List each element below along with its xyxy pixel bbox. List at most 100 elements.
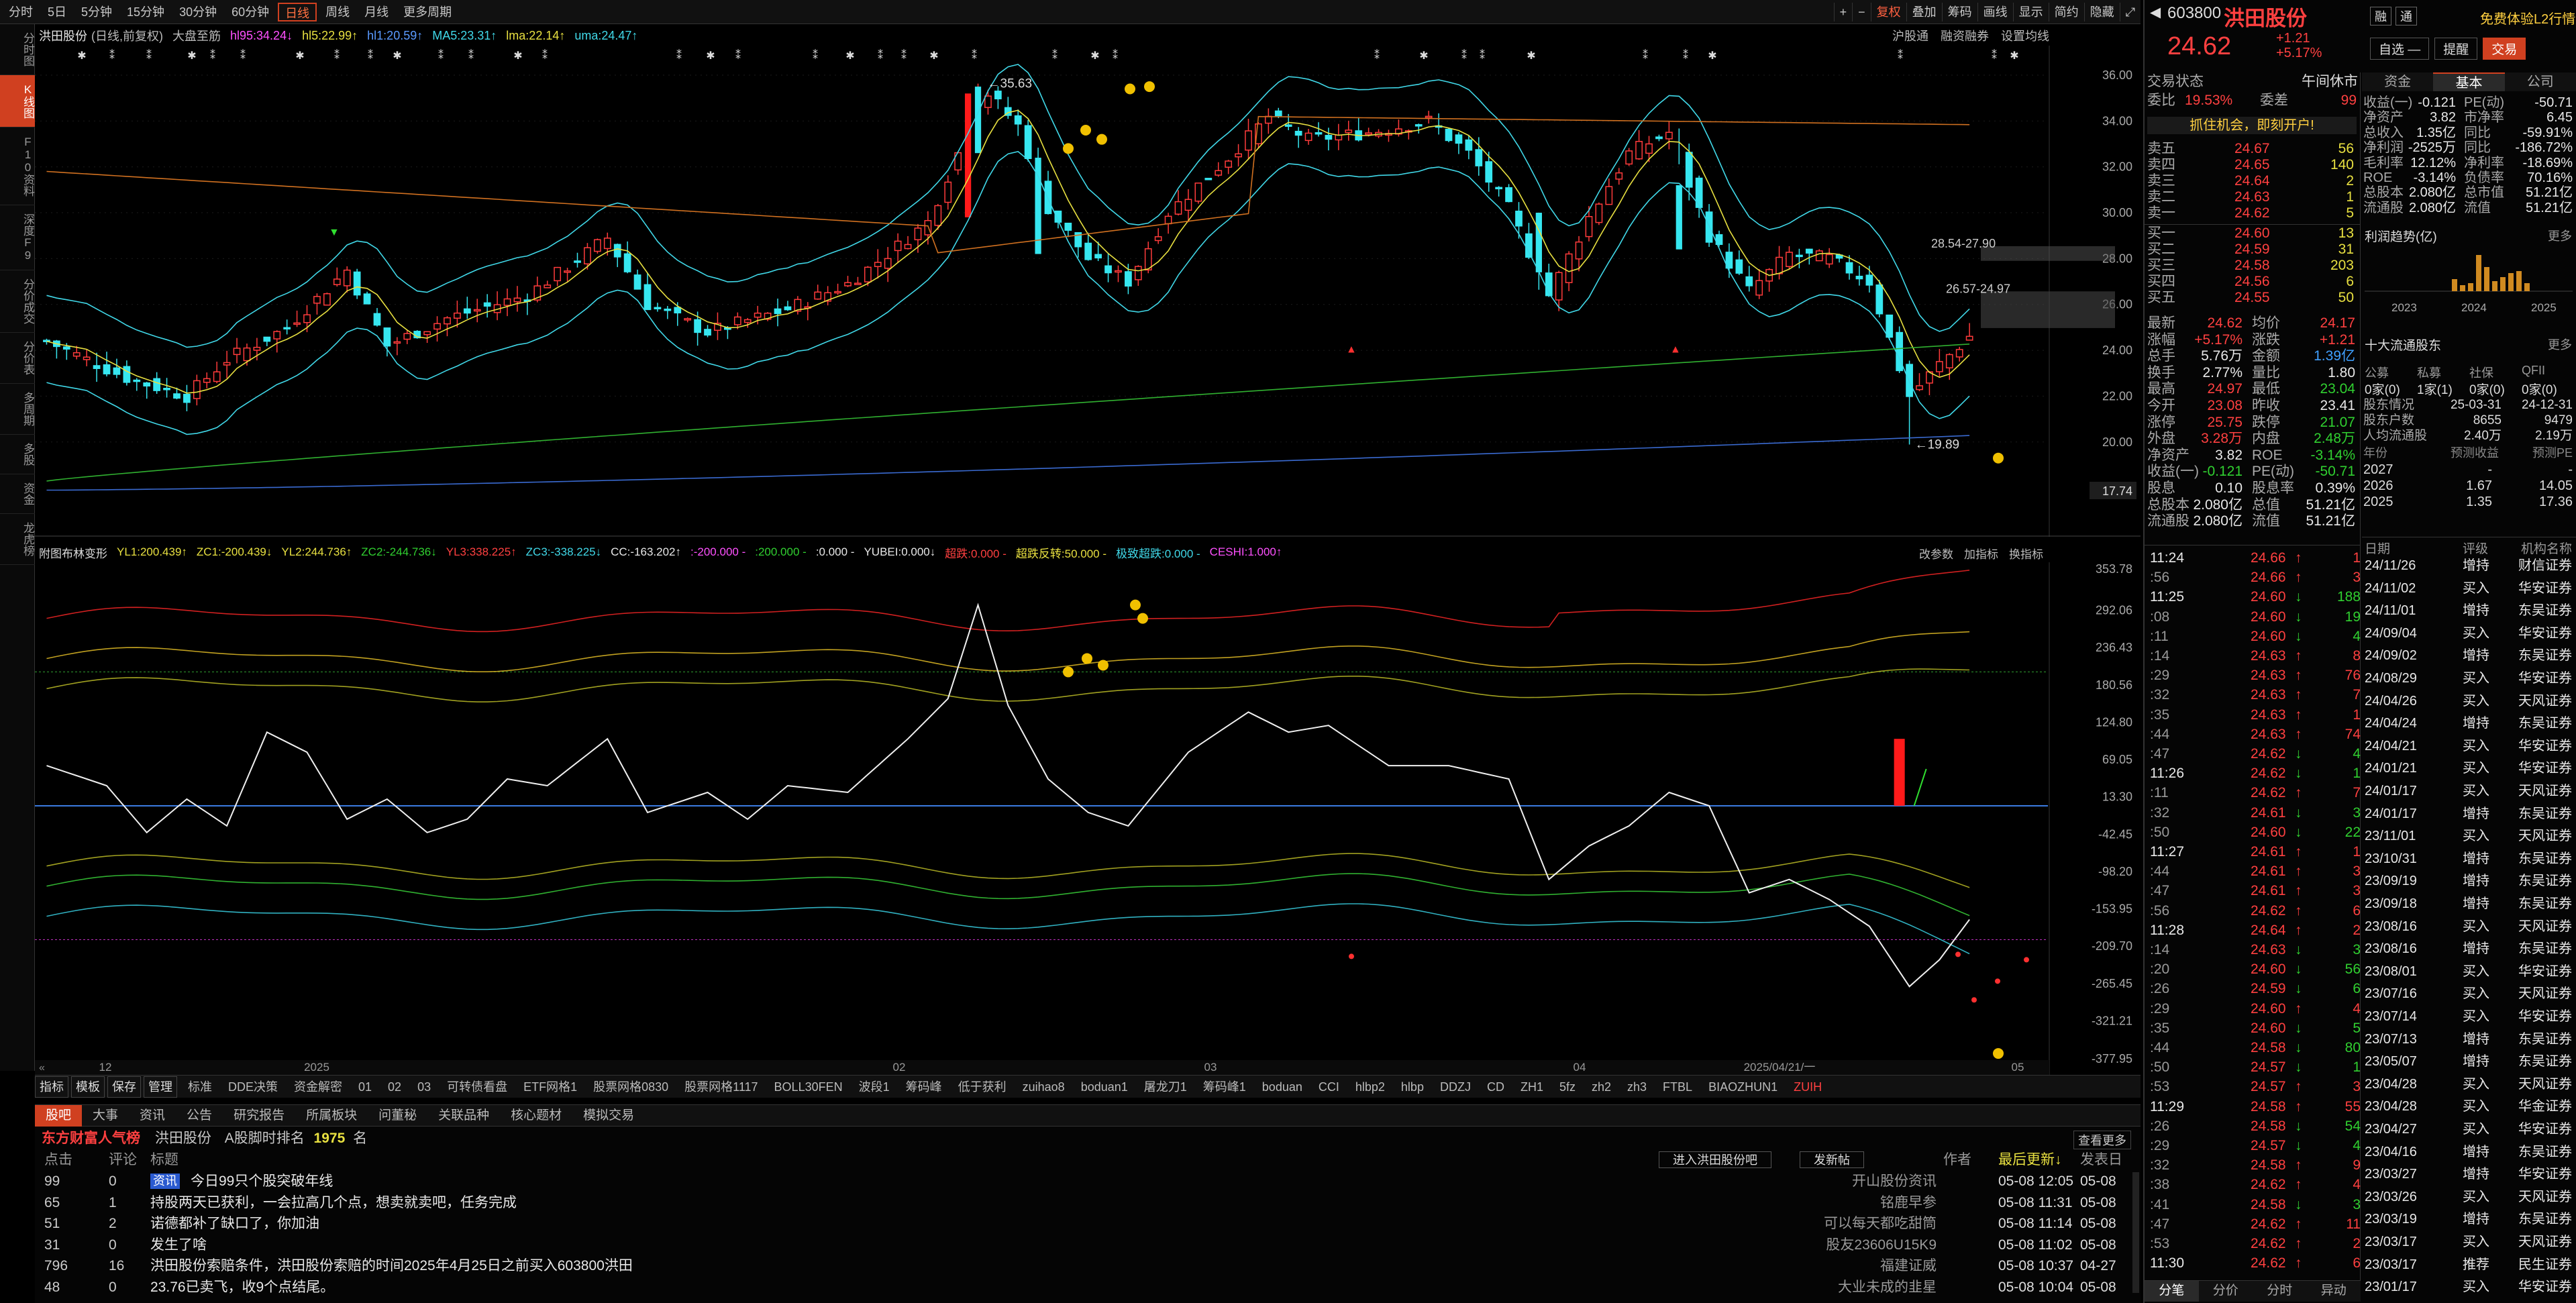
- left-nav-item-6[interactable]: 多周期: [0, 384, 35, 435]
- period-tab-7[interactable]: 周线: [325, 5, 350, 19]
- sub-indicator-chart[interactable]: 353.78 292.06 236.43 180.56 124.80 69.05 13.30…: [35, 562, 2141, 1075]
- fund-tab-2[interactable]: 公司: [2504, 72, 2576, 91]
- news-tab-7[interactable]: 关联品种: [438, 1108, 490, 1123]
- left-nav-item-4[interactable]: 分价成交: [0, 270, 35, 333]
- new-post-button[interactable]: 发新帖: [1800, 1151, 1864, 1168]
- period-tab-3[interactable]: 15分钟: [127, 5, 165, 19]
- holder-tab-2[interactable]: 社保: [2469, 366, 2493, 380]
- tick-tab-1[interactable]: 分价: [2212, 1284, 2238, 1298]
- news-author[interactable]: 股友23606U15K9: [1826, 1237, 1937, 1253]
- news-tab-3[interactable]: 公告: [187, 1108, 213, 1123]
- extra-label[interactable]: 大盘至筋: [172, 30, 221, 43]
- indicator-tab-29[interactable]: 5fz: [1559, 1080, 1576, 1094]
- indicator-tab-6[interactable]: 资金解密: [294, 1080, 343, 1094]
- indicator-tab-26[interactable]: DDZJ: [1439, 1080, 1471, 1094]
- left-nav-item-7[interactable]: 多股: [0, 435, 35, 474]
- quote-tool-2[interactable]: 交易: [2483, 38, 2526, 60]
- news-title[interactable]: 诺德都补了缺口了，你加油: [150, 1216, 319, 1231]
- indicator-tab-28[interactable]: ZH1: [1520, 1080, 1543, 1094]
- left-nav-item-5[interactable]: 分价表: [0, 333, 35, 384]
- news-row[interactable]: 48 0 23.76已卖飞，收9个点结尾。 大业未成的韭星 05-08 10:04 05-…: [35, 1277, 2141, 1298]
- indicator-tab-10[interactable]: 可转债看盘: [447, 1080, 508, 1094]
- news-row[interactable]: 99 0 资讯 今日99只个股突破年线 开山股份资讯 05-08 12:05 05-08: [35, 1171, 2141, 1192]
- news-author[interactable]: 开山股份资讯: [1852, 1174, 1937, 1189]
- news-author[interactable]: 大业未成的韭星: [1838, 1279, 1937, 1295]
- news-row[interactable]: 796 16 洪田股份索赔条件，洪田股份索赔的时间2025年4月25日之前买入603…: [35, 1255, 2141, 1276]
- chart-tool-0[interactable]: 复权: [1870, 2, 1906, 21]
- indicator-tab-25[interactable]: hlbp: [1400, 1080, 1424, 1094]
- indicator-tab-34[interactable]: ZUIH: [1794, 1080, 1822, 1094]
- news-row[interactable]: 65 1 持股两天已获利，一会拉高几个点，想卖就卖吧，任务完成 铭鹿早参 05-08 1…: [35, 1192, 2141, 1213]
- period-tab-0[interactable]: 分时: [9, 5, 33, 19]
- indicator-tab-32[interactable]: FTBL: [1663, 1080, 1693, 1094]
- chart-tool-5[interactable]: 简约: [2048, 2, 2084, 21]
- indicator-tab-30[interactable]: zh2: [1591, 1080, 1612, 1094]
- fund-tab-0[interactable]: 资金: [2362, 72, 2434, 91]
- left-nav-item-1[interactable]: K线图: [0, 75, 35, 127]
- news-author[interactable]: 可以每天都吃甜筒: [1824, 1216, 1937, 1231]
- news-tab-1[interactable]: 大事: [93, 1108, 119, 1123]
- bid-level[interactable]: 买二 24.59 31: [2147, 242, 2361, 258]
- chart-tool-1[interactable]: 叠加: [1906, 2, 1942, 21]
- bid-level[interactable]: 买五 24.55 50: [2147, 290, 2361, 306]
- indicator-tab-8[interactable]: 02: [388, 1080, 402, 1094]
- indicator-tab-5[interactable]: DDE决策: [228, 1080, 278, 1094]
- news-scrollbar[interactable]: [2132, 1172, 2139, 1293]
- quote-tool-0[interactable]: 自选 —: [2370, 38, 2430, 60]
- minus-icon[interactable]: −: [1852, 2, 1871, 21]
- bid-level[interactable]: 买四 24.56 6: [2147, 274, 2361, 290]
- holder-tab-1[interactable]: 私募: [2417, 366, 2441, 380]
- news-tab-0[interactable]: 股吧: [35, 1104, 83, 1127]
- period-tab-9[interactable]: 更多周期: [403, 5, 452, 19]
- indicator-tab-12[interactable]: 股票网格0830: [593, 1080, 669, 1094]
- left-nav-item-8[interactable]: 资金: [0, 474, 35, 514]
- view-more-button[interactable]: 查看更多: [2073, 1131, 2131, 1149]
- chart-tool-4[interactable]: 显示: [2012, 2, 2049, 21]
- ask-level[interactable]: 卖二 24.63 1: [2147, 189, 2361, 205]
- indicator-tab-18[interactable]: zuihao8: [1022, 1080, 1065, 1094]
- news-tab-9[interactable]: 模拟交易: [583, 1108, 635, 1123]
- ask-level[interactable]: 卖一 24.62 5: [2147, 205, 2361, 221]
- left-nav-item-0[interactable]: 分时图: [0, 24, 35, 75]
- indicator-tab-14[interactable]: BOLL30FEN: [774, 1080, 843, 1094]
- fund-tab-1[interactable]: 基本: [2433, 72, 2505, 91]
- indicator-tab-19[interactable]: boduan1: [1080, 1080, 1128, 1094]
- indicator-tab-17[interactable]: 低于获利: [958, 1080, 1007, 1094]
- back-icon[interactable]: ◀: [2150, 5, 2161, 20]
- indicator-tab-16[interactable]: 筹码峰: [905, 1080, 942, 1094]
- main-link-2[interactable]: 设置均线: [2001, 30, 2049, 43]
- indicator-tab-31[interactable]: zh3: [1627, 1080, 1647, 1094]
- bid-level[interactable]: 买一 24.60 13: [2147, 225, 2361, 242]
- indicator-tab-33[interactable]: BIAOZHUN1: [1708, 1080, 1778, 1094]
- tick-tab-2[interactable]: 分时: [2267, 1284, 2293, 1298]
- news-tab-4[interactable]: 研究报告: [234, 1108, 285, 1123]
- scroll-left-icon[interactable]: «: [39, 1062, 45, 1074]
- tick-tab-0[interactable]: 分笔: [2145, 1281, 2199, 1302]
- indicator-tab-13[interactable]: 股票网格1117: [684, 1080, 758, 1094]
- chart-tool-2[interactable]: 筹码: [1941, 2, 1977, 21]
- sub-link-1[interactable]: 加指标: [1964, 548, 1998, 561]
- period-tab-2[interactable]: 5分钟: [81, 5, 113, 19]
- sub-link-2[interactable]: 换指标: [2009, 548, 2043, 561]
- col-updated[interactable]: 最后更新↓: [1998, 1152, 2062, 1167]
- l2-link[interactable]: 免费体验L2行情: [2480, 12, 2576, 27]
- indicator-tab-21[interactable]: 筹码峰1: [1202, 1080, 1246, 1094]
- sub-link-0[interactable]: 改参数: [1919, 548, 1953, 561]
- indicator-tab-7[interactable]: 01: [358, 1080, 372, 1094]
- news-tab-5[interactable]: 所属板块: [306, 1108, 358, 1123]
- news-row[interactable]: 31 0 发生了啥 股友23606U15K9 05-08 11:02 05-08: [35, 1235, 2141, 1255]
- indicator-tab-15[interactable]: 波段1: [858, 1080, 890, 1094]
- period-tab-4[interactable]: 30分钟: [179, 5, 217, 19]
- news-title[interactable]: 洪田股份索赔条件，洪田股份索赔的时间2025年4月25日之前买入603800洪田: [150, 1258, 633, 1273]
- indicator-tab-0[interactable]: 指标: [35, 1076, 68, 1098]
- kline-chart[interactable]: 36.0034.0032.0030.0028.0026.0024.0022.00…: [35, 46, 2141, 537]
- left-nav-item-3[interactable]: 深度F9: [0, 205, 35, 270]
- quote-tool-1[interactable]: 提醒: [2434, 38, 2478, 60]
- trend-more[interactable]: 更多: [2548, 229, 2572, 243]
- news-author[interactable]: 福建证威: [1880, 1258, 1937, 1273]
- indicator-tab-11[interactable]: ETF网格1: [523, 1080, 578, 1094]
- period-tab-8[interactable]: 月线: [364, 5, 389, 19]
- news-tab-6[interactable]: 问董秘: [378, 1108, 417, 1123]
- news-tab-2[interactable]: 资讯: [140, 1108, 166, 1123]
- indicator-tab-27[interactable]: CD: [1486, 1080, 1504, 1094]
